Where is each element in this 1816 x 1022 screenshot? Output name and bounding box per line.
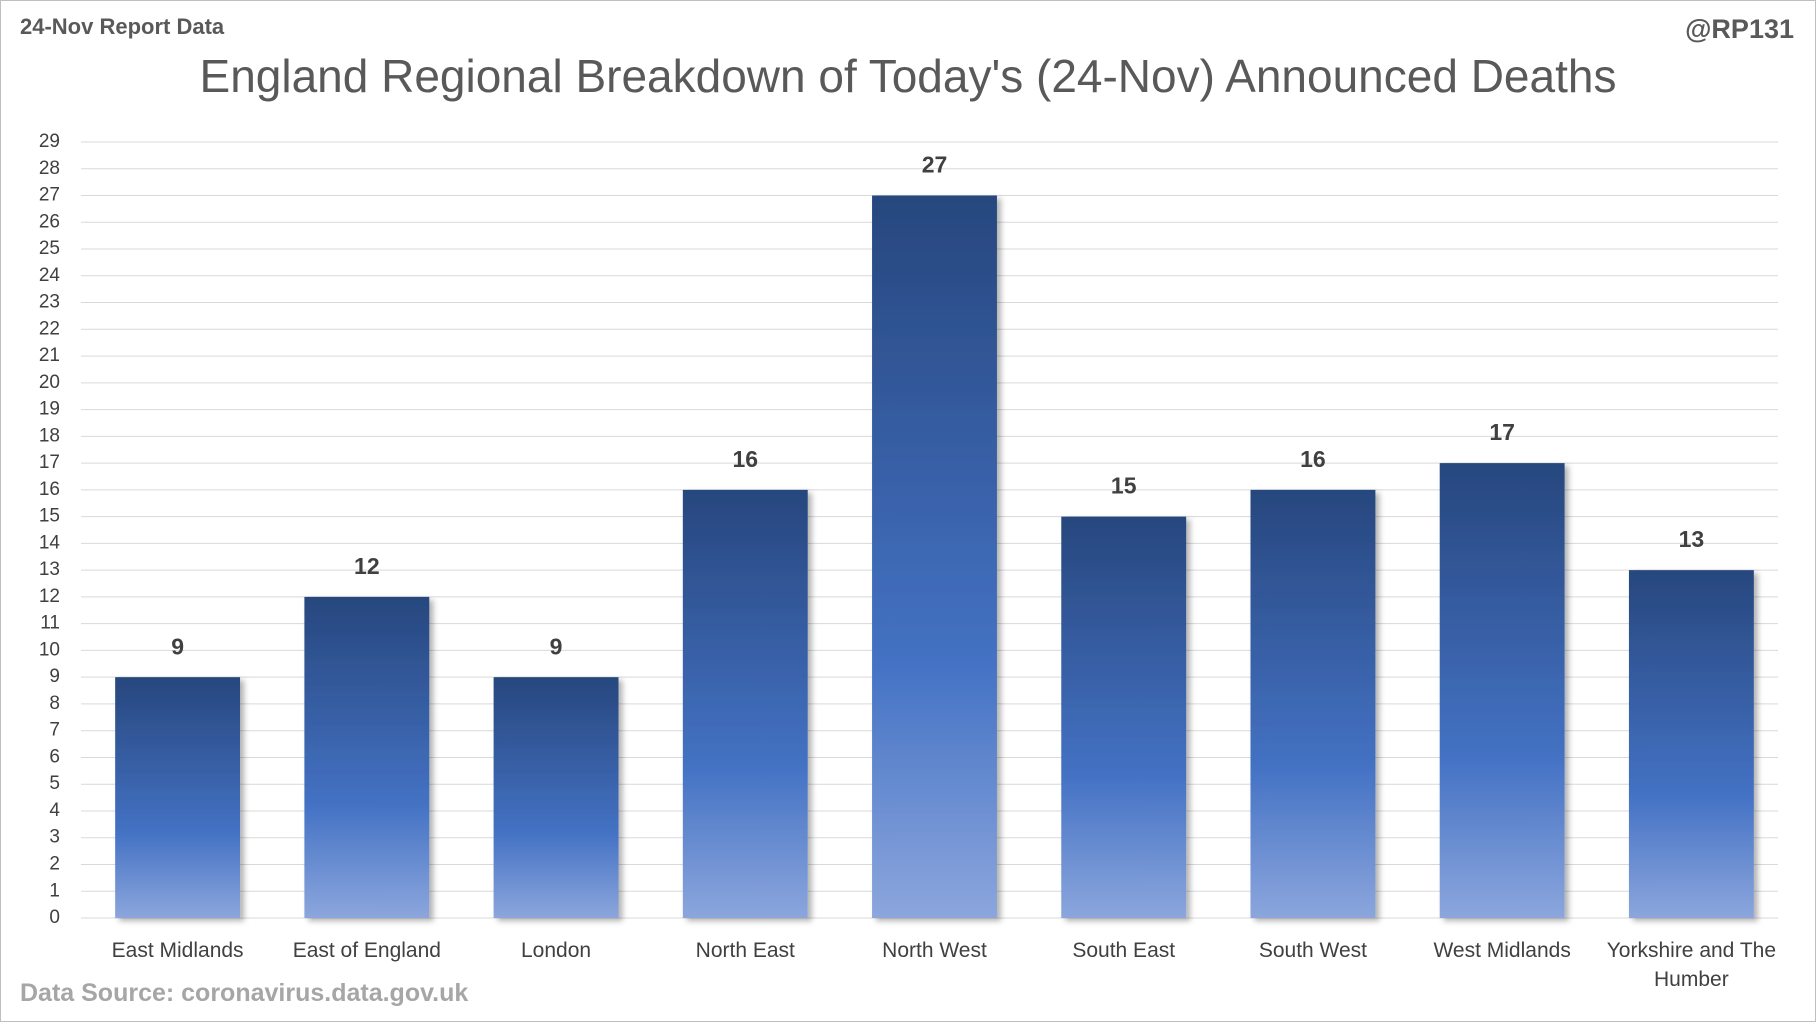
- handle: @RP131: [1685, 14, 1794, 44]
- x-tick-label: East of England: [292, 939, 441, 962]
- y-tick-label: 8: [49, 693, 60, 714]
- data-label: 13: [1679, 526, 1705, 552]
- x-tick-label: North West: [882, 939, 987, 962]
- y-tick-label: 9: [49, 666, 60, 687]
- bar: [115, 677, 241, 918]
- data-label: 16: [1300, 446, 1326, 472]
- y-tick-label: 11: [40, 613, 60, 634]
- y-tick-label: 16: [39, 479, 60, 500]
- x-tick-label: North East: [695, 939, 795, 962]
- y-tick-label: 26: [39, 211, 60, 232]
- x-tick-label: South West: [1258, 939, 1368, 962]
- bar: [304, 596, 430, 918]
- bar: [1250, 489, 1376, 918]
- bar: [1628, 570, 1754, 918]
- y-tick-label: 5: [49, 773, 60, 794]
- y-tick-label: 20: [39, 372, 60, 393]
- y-tick-label: 25: [39, 238, 60, 259]
- data-label: 16: [732, 446, 758, 472]
- y-tick-label: 22: [39, 318, 60, 339]
- bar: [1061, 516, 1187, 918]
- data-label: 9: [550, 633, 563, 659]
- header: 24-Nov Report Data: [20, 14, 225, 39]
- x-tick-label: West Midlands: [1433, 939, 1571, 962]
- data-label: 17: [1489, 419, 1515, 445]
- y-tick-label: 18: [39, 425, 60, 446]
- y-tick-label: 6: [49, 746, 60, 767]
- y-tick-label: 10: [39, 639, 60, 660]
- y-tick-label: 23: [39, 292, 60, 313]
- x-tick-label: Yorkshire and The Humber: [1606, 939, 1777, 991]
- source: Data Source: coronavirus.data.gov.uk: [20, 979, 469, 1007]
- y-tick-label: 15: [39, 506, 60, 527]
- y-tick-label: 13: [39, 559, 60, 580]
- data-label: 9: [171, 633, 184, 659]
- y-tick-label: 17: [39, 452, 60, 473]
- y-tick-label: 24: [39, 265, 61, 286]
- y-tick-label: 2: [49, 853, 60, 874]
- bar: [1439, 463, 1565, 918]
- y-tick-label: 0: [49, 907, 60, 928]
- data-label: 12: [354, 553, 380, 579]
- y-tick-label: 1: [49, 880, 60, 901]
- chart-title: England Regional Breakdown of Today's (2…: [200, 50, 1617, 102]
- y-tick-label: 3: [49, 827, 60, 848]
- x-tick-label: East Midlands: [111, 939, 244, 962]
- y-tick-label: 28: [39, 158, 60, 179]
- y-tick-label: 14: [39, 532, 61, 553]
- bar: [493, 677, 619, 918]
- y-tick-label: 27: [39, 185, 60, 206]
- bar: [682, 489, 808, 918]
- data-label: 15: [1111, 473, 1137, 499]
- y-tick-label: 19: [39, 399, 60, 420]
- data-label: 27: [922, 152, 948, 178]
- x-tick-label: London: [521, 939, 592, 962]
- y-tick-label: 12: [39, 586, 60, 607]
- y-tick-label: 4: [49, 800, 60, 821]
- y-tick-label: 21: [39, 345, 60, 366]
- y-tick-label: 7: [49, 720, 60, 741]
- y-tick-label: 29: [39, 131, 60, 152]
- x-tick-label: South East: [1072, 939, 1176, 962]
- bar: [872, 195, 997, 919]
